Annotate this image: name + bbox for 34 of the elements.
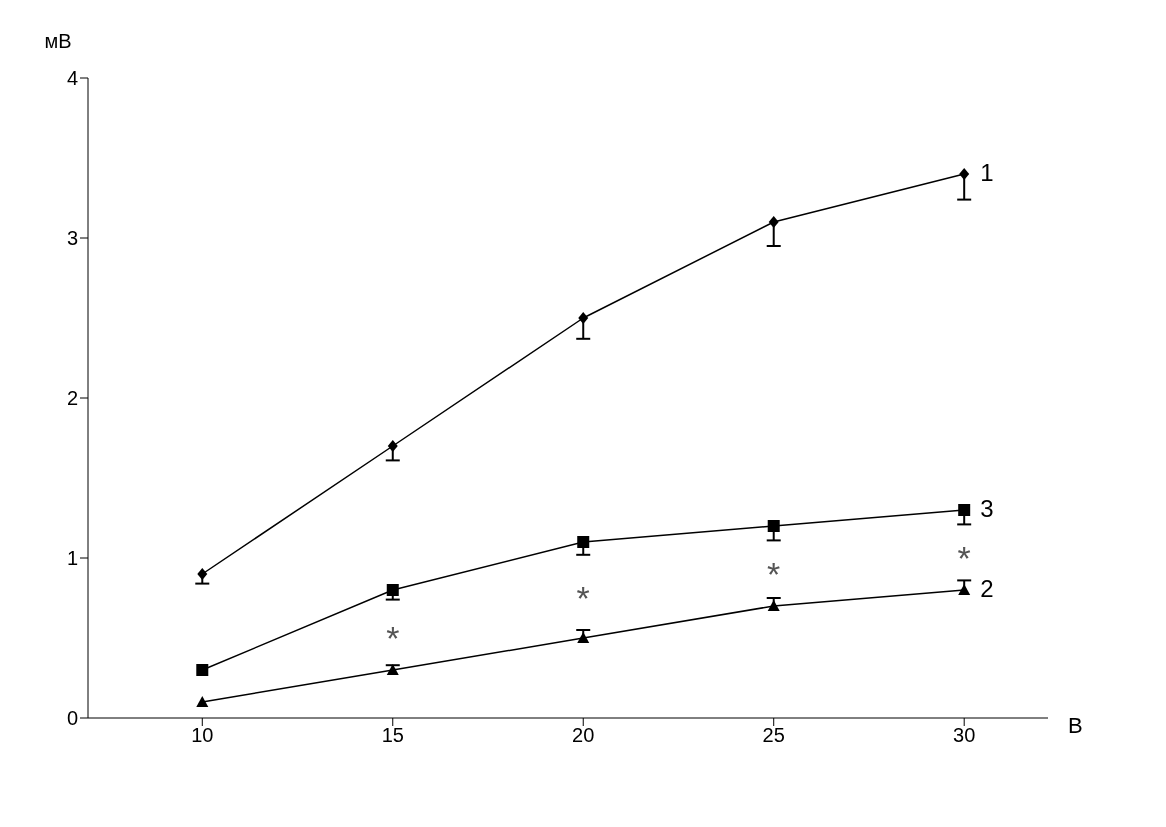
y-tick-label: 4 [66,67,78,90]
y-tick-label: 3 [66,227,78,250]
point [767,520,780,532]
x-tick-label: 25 [762,724,785,747]
annotation: * [767,555,781,594]
series-label: 1 [980,159,994,186]
y-tick-label: 0 [66,707,78,730]
point [386,584,399,596]
annotation: * [576,579,590,618]
point [959,168,970,180]
series-label: 3 [980,495,994,522]
point [386,664,399,675]
x-axis-title: В [1068,712,1083,738]
point [197,568,208,580]
point [768,216,779,228]
annotation: * [957,539,971,578]
y-tick-label: 1 [66,547,78,570]
point [387,440,398,452]
annotation: * [386,619,400,658]
point [577,632,590,643]
x-tick-label: 30 [953,724,976,747]
point [577,536,590,548]
point [767,600,780,611]
x-tick-label: 15 [381,724,404,747]
point [958,584,971,595]
point [958,504,971,516]
series-label: 2 [980,575,994,602]
point [196,664,209,676]
x-tick-label: 10 [191,724,214,747]
point [196,696,209,707]
y-tick-label: 2 [66,387,78,410]
x-tick-label: 20 [572,724,595,747]
y-axis-title: мВ [44,30,72,52]
point [578,312,589,324]
